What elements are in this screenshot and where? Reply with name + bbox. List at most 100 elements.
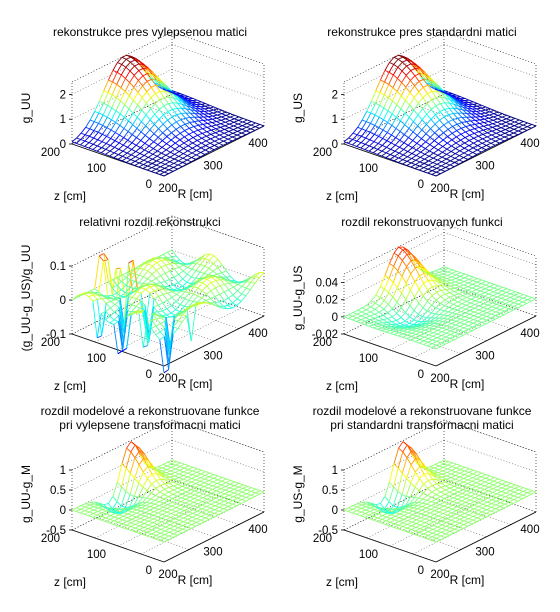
mesh-line [171,291,177,295]
mesh-line [510,119,515,123]
mesh-line [211,124,217,127]
mesh-line [251,273,256,278]
mesh-line [168,96,174,104]
mesh-line [499,140,505,144]
mesh-line [375,286,381,296]
mesh-line [463,152,469,156]
mesh-line [493,289,499,293]
mesh-line [151,168,157,172]
mesh-line [255,126,260,129]
mesh-line [173,167,178,170]
mesh-line [462,295,468,298]
mesh-line [504,130,510,134]
mesh-line [111,97,117,109]
mesh-line [461,300,467,305]
mesh-line [116,512,122,514]
mesh-line [451,323,456,326]
mesh-line [153,514,158,518]
mesh-line [225,120,230,123]
mesh-line [189,501,195,505]
mesh-line [387,296,394,305]
mesh-line [202,122,208,125]
mesh-line [173,289,178,292]
mesh-line [375,102,380,106]
mesh-line [167,500,173,503]
mesh-line [200,302,205,305]
mesh-line [494,283,499,287]
mesh-line [166,257,172,261]
mesh-line [415,64,421,69]
mesh-line [151,283,156,286]
mesh-line [177,289,182,292]
mesh-line [117,155,123,160]
mesh-line [439,314,444,316]
mesh-line [138,530,144,534]
mesh-line [380,286,385,290]
mesh-line [84,508,90,512]
mesh-line [114,307,120,313]
mesh-line [405,273,412,284]
mesh-line [434,271,440,275]
mesh-line [250,124,256,128]
mesh-line [153,82,159,85]
mesh-line [434,119,440,125]
mesh-line [152,262,158,267]
mesh-line [228,131,234,134]
mesh-line [438,136,444,141]
mesh-line [374,105,381,116]
mesh-line [147,259,154,265]
mesh-line [421,317,428,323]
mesh-line [166,305,172,310]
mesh-line [446,148,452,152]
mesh-line [365,317,371,321]
mesh-line [518,303,523,307]
mesh-line [181,163,187,167]
mesh-line [76,505,82,509]
mesh-line [422,103,428,110]
mesh-line [484,111,490,114]
mesh-line [440,96,446,99]
mesh-line [167,119,173,126]
mesh-line [441,329,447,333]
mesh-line [123,128,129,132]
mesh-line [379,308,385,313]
mesh-line [441,289,446,291]
mesh-line [158,508,163,512]
mesh-line [161,154,167,159]
mesh-line [425,324,430,328]
mesh-line [158,123,164,130]
mesh-line [175,93,180,97]
mesh-line [481,315,487,320]
mesh-line [143,159,149,163]
mesh-line [460,322,465,325]
mesh-line [508,136,514,140]
mesh-line [133,92,139,101]
mesh-line [179,471,185,475]
mesh-line [138,471,144,484]
mesh-line [466,113,472,118]
mesh-line [148,153,154,158]
mesh-line [156,164,161,168]
mesh-line [149,290,155,294]
mesh-line [158,505,164,508]
mesh-line [373,327,378,330]
mesh-line [483,301,489,305]
r-tick-label: 300 [203,351,222,363]
mesh-line [422,316,427,319]
mesh-line [259,124,265,127]
mesh-line [393,58,399,65]
mesh-line [167,508,172,511]
mesh-line [180,304,185,307]
mesh-line [202,126,208,130]
mesh-line [93,143,98,147]
mesh-line [225,121,230,125]
mesh-line [164,537,169,541]
mesh-line [401,75,407,83]
mesh-line [116,292,122,297]
mesh-line [110,132,116,139]
mesh-line [455,320,461,324]
mesh-line [189,126,194,129]
mesh-line [154,505,160,509]
mesh-line [417,114,423,121]
mesh-line [149,286,155,292]
